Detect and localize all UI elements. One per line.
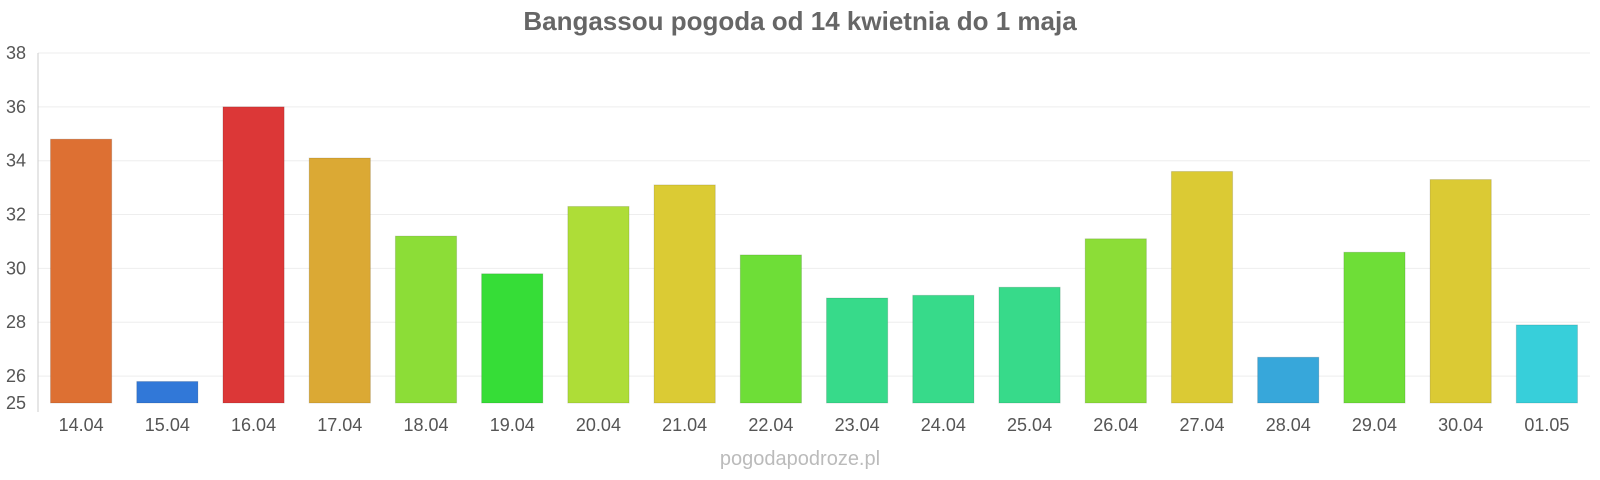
y-tick-label: 28 — [6, 312, 26, 332]
bar — [826, 297, 889, 404]
x-tick-label: 18.04 — [403, 415, 448, 435]
y-tick-label: 26 — [6, 366, 26, 386]
bar — [136, 380, 199, 404]
x-tick-label: 21.04 — [662, 415, 707, 435]
x-tick-label: 14.04 — [59, 415, 104, 435]
y-tick-label: 25 — [6, 393, 26, 413]
bar — [567, 205, 630, 404]
y-tick-label: 30 — [6, 258, 26, 278]
x-tick-label: 17.04 — [317, 415, 362, 435]
bar — [50, 138, 113, 404]
x-tick-label: 24.04 — [921, 415, 966, 435]
bar — [1515, 324, 1578, 404]
x-tick-label: 01.05 — [1524, 415, 1569, 435]
bar — [739, 254, 802, 404]
x-tick-label: 27.04 — [1179, 415, 1224, 435]
x-tick-label: 28.04 — [1266, 415, 1311, 435]
x-tick-label: 19.04 — [490, 415, 535, 435]
bar — [222, 106, 285, 404]
y-tick-label: 34 — [6, 151, 26, 171]
x-tick-label: 29.04 — [1352, 415, 1397, 435]
x-tick-label: 26.04 — [1093, 415, 1138, 435]
x-tick-label: 20.04 — [576, 415, 621, 435]
x-tick-label: 15.04 — [145, 415, 190, 435]
x-tick-label: 30.04 — [1438, 415, 1483, 435]
chart-title: Bangassou pogoda od 14 kwietnia do 1 maj… — [523, 6, 1077, 36]
bar — [1084, 238, 1147, 404]
x-tick-label: 22.04 — [748, 415, 793, 435]
bar — [998, 286, 1061, 404]
y-tick-label: 36 — [6, 97, 26, 117]
watermark: pogodapodroze.pl — [719, 448, 881, 470]
bar — [912, 294, 975, 404]
x-tick-label: 23.04 — [835, 415, 880, 435]
y-tick-label: 32 — [6, 205, 26, 225]
bar — [394, 235, 458, 404]
bar — [308, 157, 371, 404]
bar — [653, 184, 716, 404]
bar — [1343, 251, 1406, 404]
bar — [1257, 356, 1320, 404]
bar — [481, 273, 544, 404]
x-tick-label: 25.04 — [1007, 415, 1052, 435]
y-tick-label: 38 — [6, 43, 26, 63]
x-tick-label: 16.04 — [231, 415, 276, 435]
bar — [1429, 179, 1492, 404]
bar — [1170, 170, 1234, 404]
